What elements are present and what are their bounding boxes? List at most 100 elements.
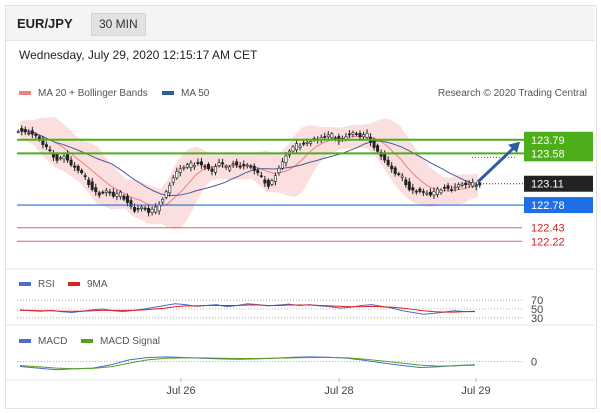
candle-body xyxy=(189,162,193,168)
candle-body xyxy=(386,159,390,166)
candle-body xyxy=(168,185,172,194)
candle-body xyxy=(94,187,98,193)
candle-body xyxy=(400,175,404,178)
candle-body xyxy=(51,153,55,158)
chart-frame xyxy=(5,5,597,409)
candle-body xyxy=(443,186,447,189)
rsi9-legend-swatch xyxy=(68,282,80,286)
candle-body xyxy=(326,134,330,138)
copyright-label: Research © 2020 Trading Central xyxy=(438,88,587,99)
candle-body xyxy=(210,168,214,172)
candle-body xyxy=(133,207,137,212)
candle-body xyxy=(238,165,242,168)
candle-body xyxy=(414,190,418,193)
candle-body xyxy=(467,182,471,186)
candle-body xyxy=(221,162,225,165)
candle-body xyxy=(266,179,270,187)
ma50-legend-swatch xyxy=(162,91,174,95)
candle-body xyxy=(140,206,144,209)
candle-body xyxy=(122,195,126,200)
candle-body xyxy=(66,153,70,161)
ma20-line xyxy=(19,128,479,207)
candle-body xyxy=(383,153,387,161)
x-tick-label: Jul 26 xyxy=(166,385,195,397)
candle-body xyxy=(199,161,203,166)
candle-body xyxy=(125,196,129,203)
chart-header: EUR/JPY 30 MIN xyxy=(6,6,594,41)
candle-body xyxy=(351,132,355,135)
candle-body xyxy=(34,133,38,137)
candle-body xyxy=(80,170,84,174)
macd-signal-legend-swatch xyxy=(81,339,93,343)
rsi-legend-label: RSI xyxy=(38,279,55,290)
candle-body xyxy=(453,186,457,189)
candle-body xyxy=(277,167,281,174)
candle-body xyxy=(62,155,66,160)
candle-body xyxy=(460,183,464,186)
timeframe-badge[interactable]: 30 MIN xyxy=(91,13,146,36)
candle-body xyxy=(270,180,274,185)
candle-body xyxy=(118,191,122,197)
candle-body xyxy=(474,185,478,187)
support-level-label: 122.78 xyxy=(531,200,565,212)
candle-body xyxy=(203,165,207,168)
candle-body xyxy=(23,129,27,133)
candle-body xyxy=(365,132,369,138)
ma20-legend-label: MA 20 + Bollinger Bands xyxy=(38,88,148,99)
candle-body xyxy=(16,131,20,133)
candle-body xyxy=(73,165,77,168)
candle-body xyxy=(256,170,260,174)
candle-body xyxy=(20,128,24,132)
resistance-level-tag xyxy=(524,131,593,148)
candle-body xyxy=(55,154,59,161)
candle-body xyxy=(295,143,299,151)
candle-body xyxy=(231,163,235,165)
candle-body xyxy=(471,182,475,187)
candle-body xyxy=(323,136,327,138)
last-price-tag xyxy=(524,175,593,192)
candle-body xyxy=(108,191,112,194)
rsi-line xyxy=(19,303,476,315)
candle-body xyxy=(390,165,394,170)
ma20-legend-swatch xyxy=(19,91,31,95)
candle-body xyxy=(175,171,179,179)
resistance-level-label: 123.79 xyxy=(531,135,565,147)
candle-body xyxy=(309,141,313,144)
candle-body xyxy=(69,159,73,166)
macd-signal-line xyxy=(19,357,476,370)
candle-body xyxy=(154,206,158,213)
macd-legend-label: MACD xyxy=(38,336,67,347)
x-tick-label: Jul 29 xyxy=(461,385,490,397)
candle-body xyxy=(150,208,154,213)
candle-body xyxy=(361,134,365,138)
candle-body xyxy=(192,165,196,168)
candle-body xyxy=(291,146,295,152)
candle-body xyxy=(428,191,432,196)
candle-body xyxy=(48,149,52,152)
rsi-9ma-line xyxy=(20,304,475,313)
chart-datetime: Wednesday, July 29, 2020 12:15:17 AM CET xyxy=(19,48,258,62)
candle-body xyxy=(83,175,87,177)
candle-body xyxy=(104,190,108,193)
macd-tick-label: 0 xyxy=(531,357,537,369)
candle-body xyxy=(418,188,422,192)
candle-body xyxy=(97,192,101,196)
candle-body xyxy=(358,132,362,138)
ma50-line xyxy=(19,128,479,196)
resistance-level-tag xyxy=(524,145,593,162)
candle-body xyxy=(450,189,454,191)
ma50-legend-label: MA 50 xyxy=(181,88,210,99)
currency-pair-title: EUR/JPY xyxy=(17,16,73,31)
candle-body xyxy=(298,145,302,148)
candle-body xyxy=(432,191,436,196)
bollinger-band xyxy=(20,117,478,230)
candle-body xyxy=(59,157,63,160)
candle-body xyxy=(90,181,94,190)
candle-body xyxy=(196,162,200,164)
candle-body xyxy=(101,191,105,194)
price-plot xyxy=(16,117,482,230)
rsi-tick-label: 50 xyxy=(531,304,543,316)
candle-body xyxy=(245,164,249,167)
